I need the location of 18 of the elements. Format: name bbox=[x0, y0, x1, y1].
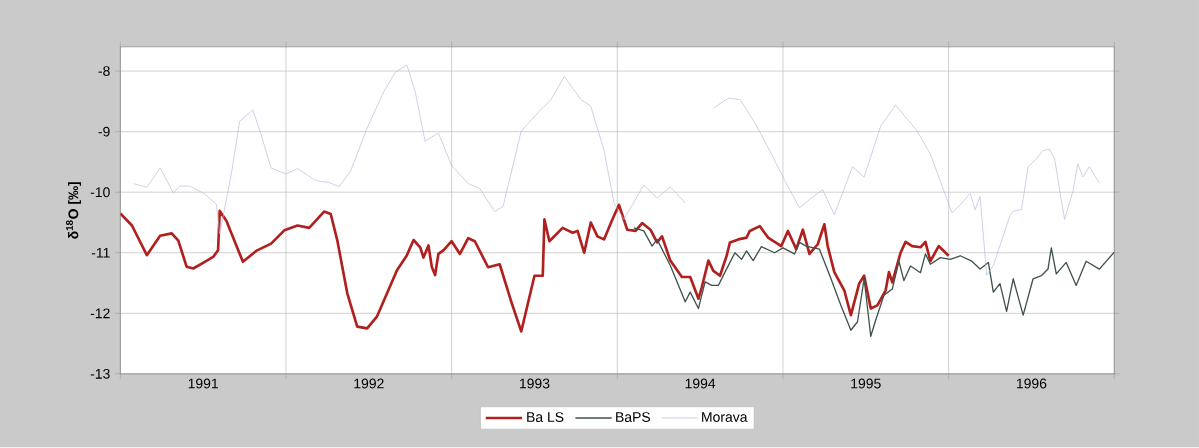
x-tick-label: 1991 bbox=[188, 378, 218, 389]
legend-label: Morava bbox=[702, 412, 748, 423]
legend-label: BaPS bbox=[616, 412, 651, 423]
y-tick-label: -8 bbox=[98, 66, 110, 77]
y-axis-title: δ$^{18}$O [‰] bbox=[66, 182, 82, 239]
x-tick-label: 1995 bbox=[851, 378, 881, 389]
line-series bbox=[633, 227, 1115, 338]
x-tick-label: 1992 bbox=[354, 378, 384, 389]
x-tick-label: 1994 bbox=[685, 378, 716, 389]
y-tick-label: -10 bbox=[90, 187, 110, 198]
x-tick-label: 1993 bbox=[520, 378, 550, 389]
x-tick-label: 1996 bbox=[1016, 378, 1047, 389]
y-tick-label: -11 bbox=[91, 248, 110, 258]
y-tick-label: -9 bbox=[98, 126, 110, 137]
line-series bbox=[120, 203, 950, 333]
y-tick-label: -12 bbox=[90, 308, 110, 319]
legend-label: Ba LS bbox=[527, 412, 564, 423]
y-tick-label: -13 bbox=[90, 369, 110, 379]
